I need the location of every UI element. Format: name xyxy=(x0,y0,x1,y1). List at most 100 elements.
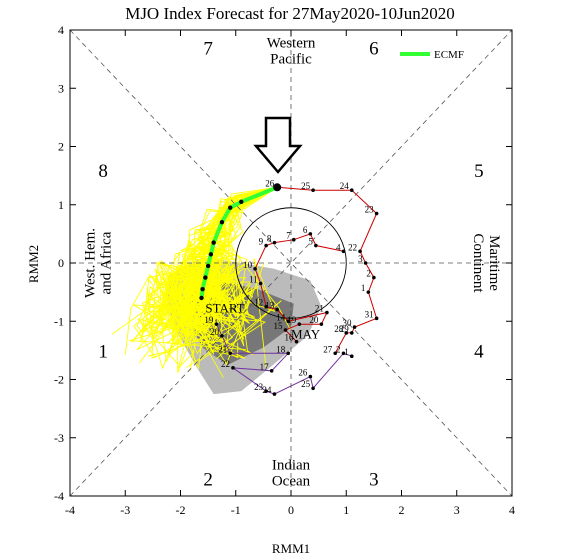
obs-may-day-label: 4 xyxy=(336,242,341,252)
obs-may-day-label: 6 xyxy=(303,225,308,235)
obs-may-day-label: 21 xyxy=(315,304,324,314)
y-axis-label: RMM2 xyxy=(26,245,41,283)
region-label-line: Ocean xyxy=(272,474,311,490)
obs-march-day-label: 27 xyxy=(323,344,333,354)
obs-may-day-label: 14 xyxy=(276,312,286,322)
start-label: START xyxy=(205,301,244,316)
obs-march-point xyxy=(349,188,354,192)
legend: ECMF xyxy=(400,49,464,61)
obs-may-point xyxy=(291,237,296,242)
obs-may-day-label: 8 xyxy=(267,234,272,244)
obs-may-point xyxy=(341,249,346,254)
obs-may-point xyxy=(258,281,263,286)
obs-may-day-label: 20 xyxy=(309,315,319,325)
y-tick-label: 0 xyxy=(58,256,64,270)
ensemble-mean-point xyxy=(208,252,214,257)
obs-april-day-label: 18 xyxy=(276,344,286,354)
obs-may-line xyxy=(254,233,344,342)
ensemble-member-line xyxy=(192,186,291,331)
obs-march-day-label: 3 xyxy=(358,254,363,264)
obs-march-point xyxy=(374,316,379,321)
y-tick-label: 3 xyxy=(58,81,64,95)
obs-april-day-label: 2 xyxy=(336,344,341,354)
obs-may-point xyxy=(264,243,268,248)
phase-label: 6 xyxy=(369,38,379,59)
phase-label: 7 xyxy=(203,38,213,59)
x-tick-label: -4 xyxy=(65,503,75,517)
obs-march-point xyxy=(374,211,379,216)
obs-may-point xyxy=(308,232,313,236)
obs-april-day-label: 26 xyxy=(298,368,308,378)
obs-may-day-label: 7 xyxy=(286,231,291,241)
region-label-line: Continent xyxy=(470,233,486,293)
obs-march-point xyxy=(363,261,368,265)
ensemble-mean-point xyxy=(205,263,211,269)
x-tick-label: 2 xyxy=(399,503,405,517)
obs-may-day-label: 16 xyxy=(285,333,295,343)
region-label-line: Western xyxy=(267,35,316,51)
phase-label: 4 xyxy=(474,341,484,362)
phase-label: 8 xyxy=(98,161,108,182)
chart-title: MJO Index Forecast for 27May2020-10Jun20… xyxy=(125,4,455,23)
obs-april-day-label: 17 xyxy=(260,362,270,372)
obs-may-point xyxy=(286,319,291,324)
ensemble-member-line xyxy=(191,186,282,360)
obs-april-point xyxy=(272,392,277,396)
y-tick-label: -1 xyxy=(54,314,64,328)
x-tick-label: -1 xyxy=(231,503,241,517)
obs-may-day-label: 10 xyxy=(243,260,253,270)
obs-april-day-label: 23 xyxy=(254,382,264,392)
obs-april-point xyxy=(231,366,235,370)
obs-march-point xyxy=(311,188,315,192)
obs-may-point xyxy=(275,307,279,312)
region-label-line: and Africa xyxy=(99,231,115,294)
x-tick-label: 3 xyxy=(454,503,460,517)
ensemble-mean-point xyxy=(239,199,244,205)
obs-march-day-label: 23 xyxy=(365,204,375,214)
obs-march-day-label: 31 xyxy=(365,309,374,319)
obs-may-day-label: 5 xyxy=(308,237,313,247)
phase-label: 3 xyxy=(369,470,379,491)
y-tick-label: -2 xyxy=(54,373,64,387)
x-tick-label: 4 xyxy=(509,503,515,517)
obs-march-point xyxy=(352,325,357,329)
obs-may-day-label: 19 xyxy=(287,315,297,325)
ensemble-mean-point xyxy=(228,205,233,210)
region-label-line: Pacific xyxy=(270,51,312,67)
ensemble-mean-point xyxy=(211,240,216,245)
ensemble-mean-point xyxy=(200,287,205,292)
obs-april-point xyxy=(286,351,291,356)
obs-may-point xyxy=(294,339,299,344)
obs-may-point xyxy=(283,328,288,332)
ensemble-mean-track xyxy=(199,183,282,301)
obs-march-day-label: 2 xyxy=(366,269,371,279)
obs-may-day-label: 15 xyxy=(273,321,283,331)
obs-may-day-label: 12 xyxy=(254,298,263,308)
obs-april-point xyxy=(220,334,224,338)
obs-april-line xyxy=(215,323,352,395)
obs-march-point xyxy=(344,331,349,335)
obs-may-point xyxy=(264,304,268,309)
obs-april-day-label: 19 xyxy=(204,315,214,325)
phase-label: 1 xyxy=(98,341,108,362)
ensemble-mean-line xyxy=(199,185,278,299)
obs-march-day-label: 25 xyxy=(301,181,311,191)
x-tick-label: 1 xyxy=(343,503,349,517)
region-label-line: Maritime xyxy=(486,235,502,291)
phase-label: 5 xyxy=(474,161,484,182)
ensemble-members xyxy=(111,186,291,378)
obs-march-point xyxy=(372,275,376,280)
x-tick-label: -2 xyxy=(176,503,186,517)
region-label-line: Indian xyxy=(272,458,311,474)
obs-april-point xyxy=(269,368,274,373)
obs-march-day-label: 29 xyxy=(340,324,350,334)
observed-track: 2625242322321313029282712252624232217182… xyxy=(204,178,379,396)
x-axis-label: RMM1 xyxy=(272,541,310,556)
unit-circle xyxy=(235,207,347,319)
obs-march-day-label: 24 xyxy=(340,181,350,191)
diagonal-2 xyxy=(69,29,513,497)
